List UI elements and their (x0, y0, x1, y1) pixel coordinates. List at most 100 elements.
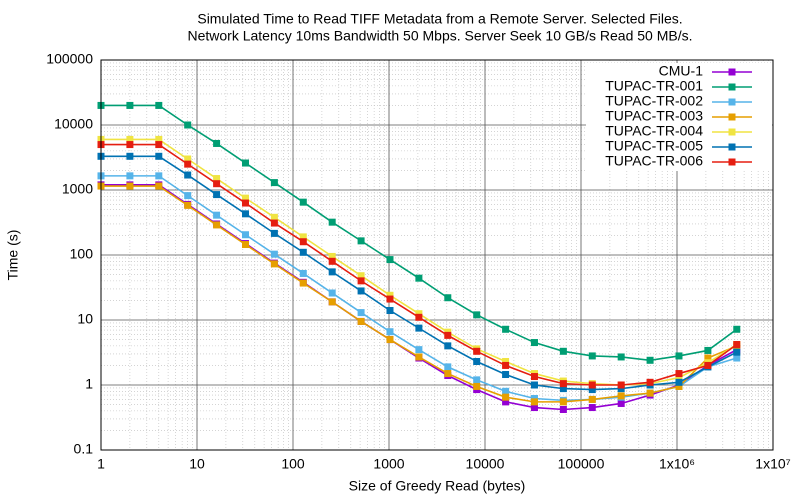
point (386, 307, 394, 315)
x-tick-label: 1x10⁶ (659, 456, 695, 472)
point (155, 182, 163, 190)
y-tick-label: 100000 (46, 51, 93, 67)
legend-marker (728, 113, 736, 121)
x-tick-label: 1x10⁷ (755, 456, 790, 472)
point (270, 260, 278, 268)
point (328, 218, 336, 226)
point (213, 211, 221, 219)
point (155, 135, 163, 143)
point (733, 340, 741, 348)
legend-label: CMU-1 (659, 63, 704, 79)
point (675, 374, 683, 382)
point (646, 378, 654, 386)
point (126, 135, 134, 143)
point (733, 348, 741, 356)
legend-marker (728, 158, 736, 166)
point (704, 346, 712, 354)
point (675, 352, 683, 360)
point (386, 256, 394, 264)
x-axis-label: Size of Greedy Read (bytes) (349, 478, 526, 494)
point (386, 291, 394, 299)
legend-label: TUPAC-TR-005 (605, 138, 703, 154)
point (386, 336, 394, 344)
point (328, 289, 336, 297)
point (241, 159, 249, 167)
point (184, 171, 192, 179)
point (559, 347, 567, 355)
point (155, 172, 163, 180)
point (241, 199, 249, 207)
point (502, 387, 510, 395)
point (184, 160, 192, 168)
point (155, 152, 163, 160)
y-tick-label: 0.1 (74, 441, 94, 457)
point (502, 357, 510, 365)
legend-label: TUPAC-TR-002 (605, 93, 703, 109)
y-tick-label: 1000 (62, 181, 93, 197)
legend-label: TUPAC-TR-006 (605, 153, 703, 169)
y-tick-label: 1 (85, 376, 93, 392)
plot-frame (100, 59, 774, 451)
point (588, 381, 596, 389)
point (213, 175, 221, 183)
point (733, 354, 741, 362)
point (299, 198, 307, 206)
point (444, 331, 452, 339)
point (675, 378, 683, 386)
point (473, 311, 481, 319)
y-tick-label: 100 (70, 246, 94, 262)
point (213, 180, 221, 188)
x-tick-label: 1000 (373, 456, 404, 472)
point (415, 274, 423, 282)
chart-subtitle: Network Latency 10ms Bandwidth 50 Mbps. … (187, 28, 692, 44)
point (588, 352, 596, 360)
point (155, 141, 163, 149)
point (299, 279, 307, 287)
point (155, 101, 163, 109)
point (733, 325, 741, 333)
point (357, 277, 365, 285)
point (473, 376, 481, 384)
x-tick-label: 10 (189, 456, 205, 472)
point (241, 194, 249, 202)
point (473, 357, 481, 365)
point (299, 248, 307, 256)
point (530, 398, 538, 406)
point (646, 356, 654, 364)
point (502, 371, 510, 379)
legend-label: TUPAC-TR-004 (605, 123, 703, 139)
x-tick-label: 100000 (558, 456, 605, 472)
point (675, 382, 683, 390)
point (530, 381, 538, 389)
point (444, 370, 452, 378)
x-tick-label: 10000 (466, 456, 505, 472)
point (299, 269, 307, 277)
point (357, 287, 365, 295)
point (617, 381, 625, 389)
point (299, 238, 307, 246)
point (617, 392, 625, 400)
point (473, 382, 481, 390)
point (704, 361, 712, 369)
point (270, 250, 278, 258)
point (502, 361, 510, 369)
point (357, 237, 365, 245)
point (444, 363, 452, 371)
point (328, 257, 336, 265)
point (126, 141, 134, 149)
point (184, 121, 192, 129)
point (502, 393, 510, 401)
point (415, 310, 423, 318)
y-tick-label: 10000 (54, 116, 93, 132)
point (126, 101, 134, 109)
point (357, 272, 365, 280)
point (588, 386, 596, 394)
point (559, 398, 567, 406)
point (328, 298, 336, 306)
point (241, 241, 249, 249)
point (502, 398, 510, 406)
point (328, 252, 336, 260)
point (415, 353, 423, 361)
point (559, 385, 567, 393)
